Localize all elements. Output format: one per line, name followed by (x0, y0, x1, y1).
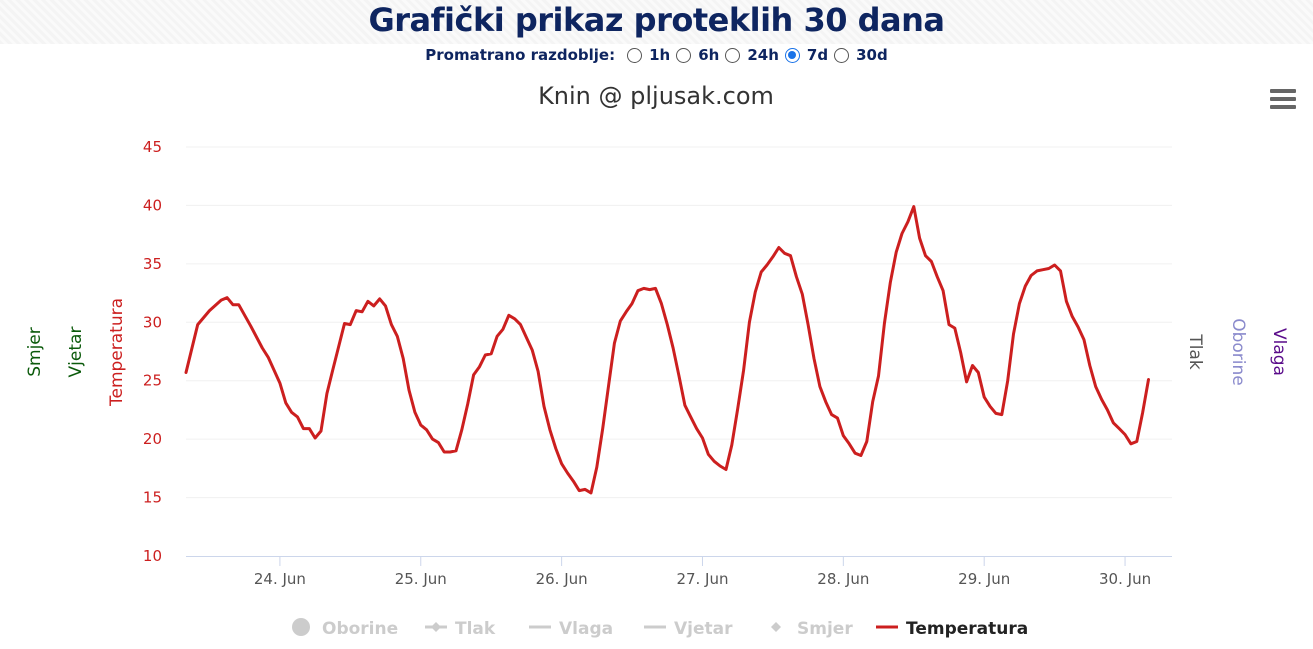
header-band (0, 0, 1313, 44)
legend-diamond-icon (771, 622, 781, 632)
legend-item-smjer[interactable]: Smjer (771, 619, 853, 639)
legend-label: Tlak (455, 619, 496, 639)
legend-label: Smjer (797, 619, 853, 639)
x-tick-label: 24. Jun (254, 570, 306, 588)
x-tick-label: 26. Jun (536, 570, 588, 588)
legend-label: Oborine (322, 619, 398, 639)
period-option-30d[interactable]: 30d (834, 46, 888, 64)
legend-item-oborine[interactable]: Oborine (292, 618, 398, 639)
radio-24h[interactable] (725, 47, 741, 63)
right-axis-title: Vlaga (1269, 328, 1289, 376)
temperatura-series-line (184, 205, 1150, 495)
left-axis-title: Smjer (25, 327, 45, 377)
radio-6h[interactable] (676, 47, 692, 63)
y-tick-label: 35 (143, 255, 162, 273)
x-tick-label: 25. Jun (395, 570, 447, 588)
chart-title: Knin @ pljusak.com (538, 82, 774, 110)
period-option-24h[interactable]: 24h (725, 46, 779, 64)
x-tick-label: 28. Jun (817, 570, 869, 588)
x-tick-label: 30. Jun (1099, 570, 1151, 588)
legend-diamond-icon (431, 622, 441, 632)
right-axis-title: Tlak (1185, 333, 1205, 370)
legend-item-temperatura[interactable]: Temperatura (876, 619, 1028, 639)
period-label: Promatrano razdoblje: (425, 46, 616, 64)
y-tick-label: 40 (143, 196, 162, 214)
legend-item-vlaga[interactable]: Vlaga (529, 619, 613, 639)
y-tick-label: 25 (143, 372, 162, 390)
radio-7d[interactable] (784, 47, 800, 63)
hamburger-menu-icon[interactable] (1270, 89, 1296, 111)
y-tick-label: 20 (143, 430, 162, 448)
period-option-label: 1h (649, 46, 671, 64)
y-tick-label: 30 (143, 313, 162, 331)
legend-item-tlak[interactable]: Tlak (425, 619, 496, 639)
period-option-1h[interactable]: 1h (627, 46, 670, 64)
radio-30d[interactable] (834, 47, 850, 63)
period-option-label: 30d (856, 46, 888, 64)
y-tick-label: 45 (143, 138, 162, 156)
legend-label: Vjetar (674, 619, 733, 639)
period-option-label: 24h (747, 46, 779, 64)
page-title: Grafički prikaz proteklih 30 dana (368, 1, 945, 39)
period-option-7d[interactable]: 7d (784, 46, 829, 64)
right-axis-title: Oborine (1228, 318, 1248, 386)
y-tick-label: 10 (143, 547, 162, 565)
radio-1h[interactable] (627, 47, 643, 63)
y-tick-label: 15 (143, 489, 162, 507)
x-tick-label: 29. Jun (958, 570, 1010, 588)
legend-label: Vlaga (559, 619, 613, 639)
legend-circle-icon (292, 618, 310, 636)
period-option-label: 6h (698, 46, 720, 64)
x-tick-label: 27. Jun (676, 570, 728, 588)
legend-item-vjetar[interactable]: Vjetar (644, 619, 733, 639)
period-selector: Promatrano razdoblje: 1h 6h 24h 7d 30d (0, 46, 1313, 64)
period-option-6h[interactable]: 6h (676, 46, 719, 64)
left-axis-title: Vjetar (66, 327, 86, 378)
period-option-label: 7d (806, 46, 829, 64)
legend-label: Temperatura (906, 619, 1028, 639)
left-axis-title: Temperatura (107, 298, 127, 407)
